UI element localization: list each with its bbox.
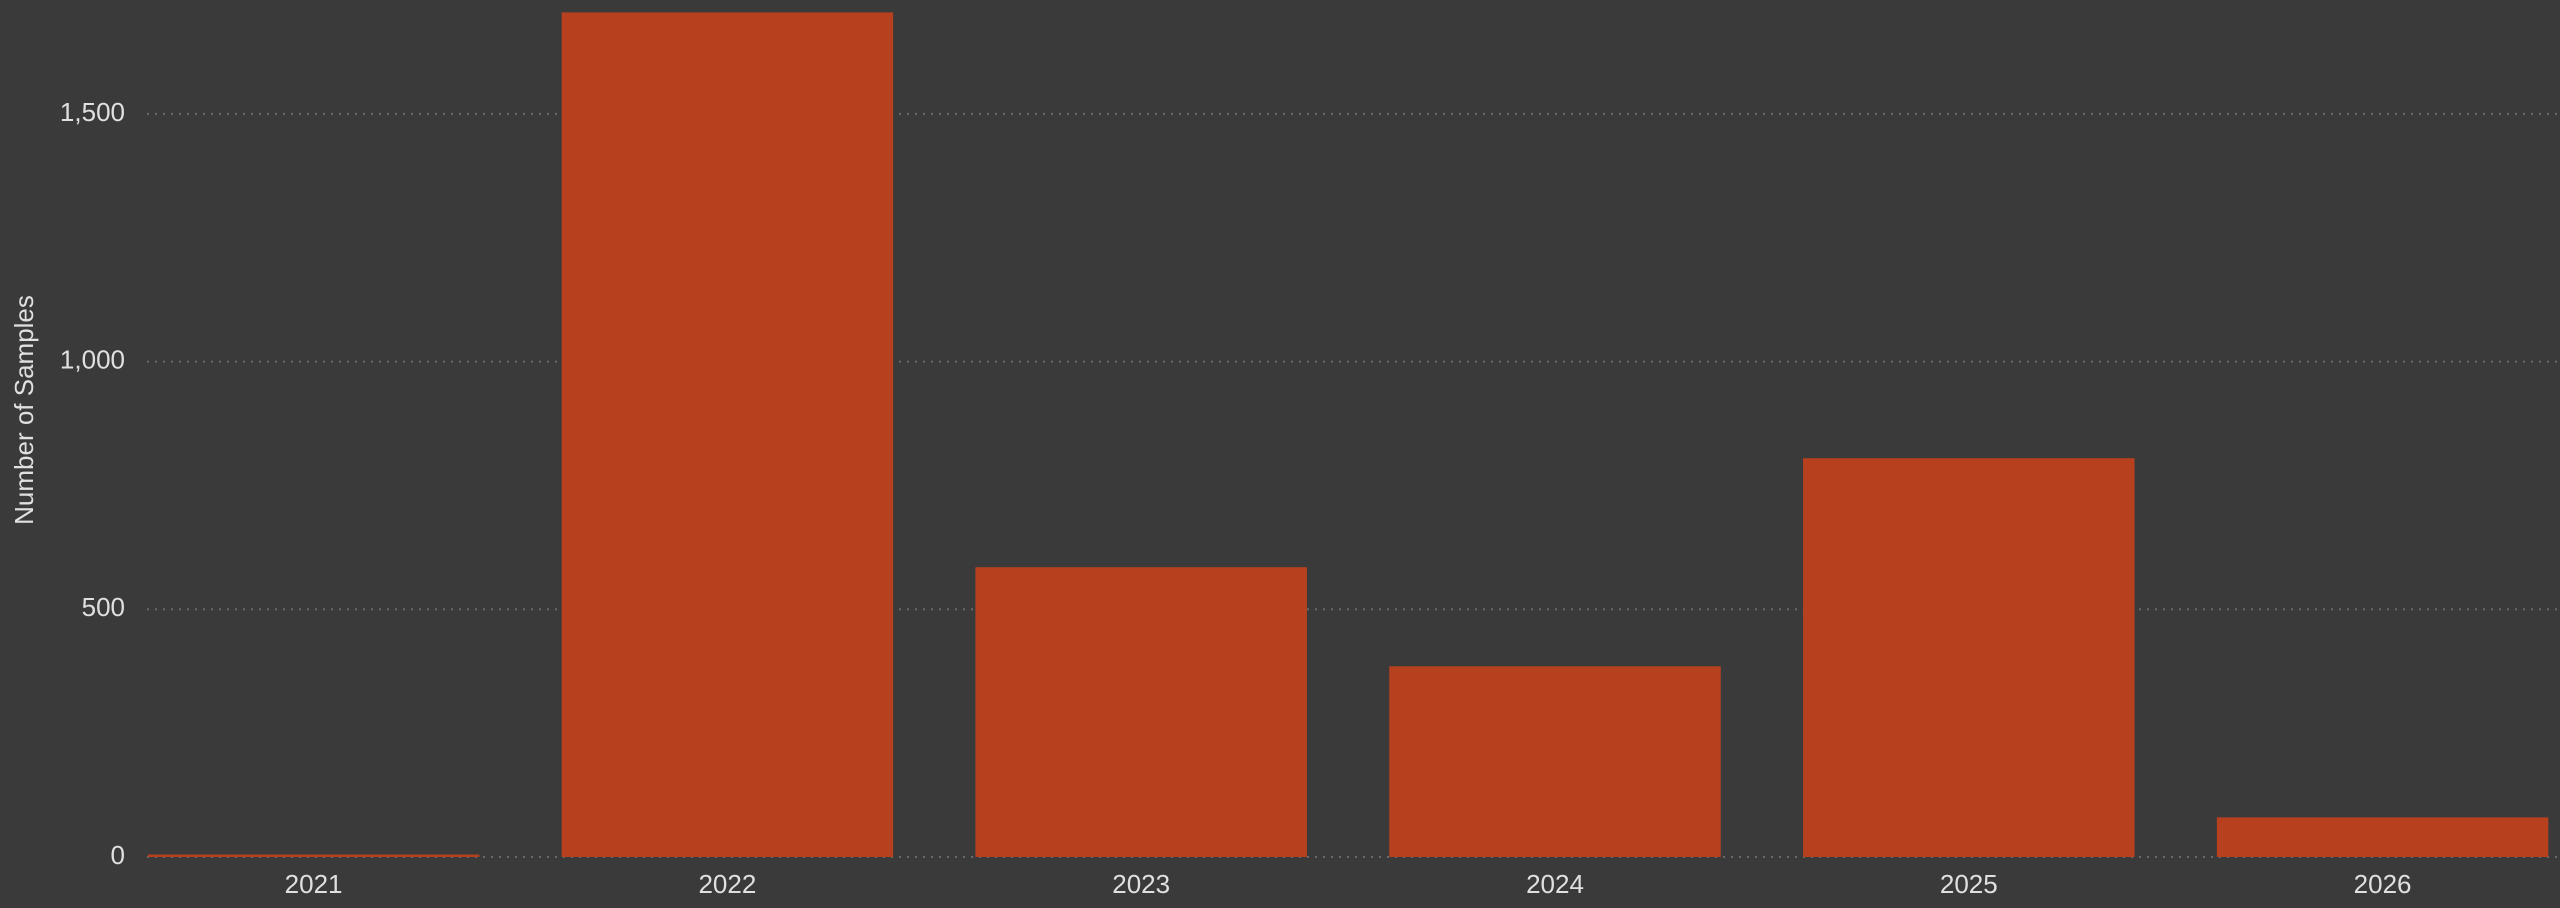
x-tick-label: 2023 xyxy=(1112,869,1170,899)
x-tick-label: 2026 xyxy=(2354,869,2412,899)
x-tick-label: 2024 xyxy=(1526,869,1584,899)
x-tick-label: 2025 xyxy=(1940,869,1998,899)
x-tick-label: 2021 xyxy=(285,869,343,899)
bar xyxy=(1389,666,1721,857)
y-axis-label: Number of Samples xyxy=(9,295,39,525)
y-tick-label: 0 xyxy=(111,840,125,870)
y-tick-label: 1,500 xyxy=(60,97,125,127)
y-tick-label: 1,000 xyxy=(60,344,125,374)
bar xyxy=(2216,817,2549,857)
bar xyxy=(561,12,894,857)
bar xyxy=(1803,458,2135,857)
bar xyxy=(147,854,480,857)
bar xyxy=(975,567,1307,857)
y-tick-label: 500 xyxy=(82,592,125,622)
x-tick-label: 2022 xyxy=(698,869,756,899)
